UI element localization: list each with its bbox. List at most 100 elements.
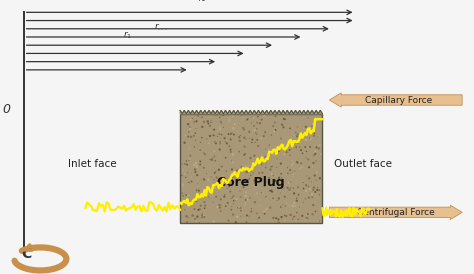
Point (188, 179, 195, 184)
Point (283, 202, 291, 206)
Point (309, 122, 317, 127)
Point (293, 160, 301, 164)
Point (315, 134, 323, 139)
Point (200, 151, 208, 155)
Point (188, 175, 195, 179)
Point (226, 184, 233, 189)
Point (248, 115, 255, 119)
Point (192, 138, 200, 142)
Point (193, 165, 201, 169)
Point (212, 195, 220, 199)
Point (201, 215, 208, 219)
Point (268, 190, 276, 194)
Point (265, 176, 273, 180)
Point (308, 180, 315, 184)
Point (289, 217, 296, 221)
Point (306, 187, 314, 191)
Point (295, 138, 302, 143)
Point (216, 147, 224, 152)
Point (237, 195, 245, 199)
Point (302, 213, 310, 217)
Point (289, 171, 296, 176)
Point (258, 162, 265, 166)
Point (193, 188, 201, 192)
Point (192, 199, 200, 203)
Point (304, 212, 311, 216)
Point (199, 211, 206, 216)
Point (182, 133, 189, 138)
Point (186, 125, 194, 129)
Point (253, 127, 260, 131)
Point (232, 220, 239, 224)
Point (244, 197, 251, 202)
Point (266, 189, 274, 193)
Point (206, 157, 214, 162)
Point (302, 215, 310, 220)
Point (178, 173, 185, 178)
Point (239, 126, 247, 130)
Point (308, 124, 316, 128)
Point (178, 162, 186, 166)
Point (183, 162, 191, 167)
Point (316, 192, 323, 197)
Point (312, 178, 320, 182)
Point (237, 209, 245, 213)
Point (185, 193, 193, 198)
Point (237, 206, 244, 210)
Point (201, 213, 208, 218)
Point (229, 126, 237, 130)
Point (262, 147, 269, 151)
Point (236, 139, 244, 143)
Point (212, 141, 219, 145)
Point (296, 167, 303, 171)
Point (223, 141, 230, 145)
Point (306, 145, 314, 149)
Point (213, 205, 221, 209)
Point (208, 119, 215, 124)
Text: $r_{1}$: $r_{1}$ (123, 30, 133, 41)
Point (266, 167, 274, 172)
Point (221, 179, 228, 184)
Point (181, 162, 189, 166)
Point (227, 132, 235, 136)
Point (278, 183, 285, 187)
Point (185, 147, 193, 151)
Point (314, 135, 322, 139)
Point (205, 121, 212, 126)
Point (212, 169, 219, 174)
Point (243, 213, 251, 218)
Point (263, 161, 270, 165)
Point (278, 122, 285, 127)
Point (198, 215, 206, 219)
Point (222, 169, 230, 173)
Point (200, 120, 208, 124)
Point (221, 192, 228, 197)
Point (269, 179, 277, 183)
Point (252, 130, 260, 135)
Point (302, 156, 310, 160)
Point (286, 148, 293, 152)
Point (219, 173, 227, 178)
Point (197, 148, 204, 152)
Point (235, 122, 243, 127)
Point (275, 149, 283, 153)
Point (206, 124, 214, 128)
Point (262, 165, 269, 170)
Point (281, 117, 289, 121)
Point (280, 187, 288, 191)
Point (270, 129, 278, 133)
Point (228, 131, 236, 136)
Point (245, 214, 253, 218)
Point (293, 199, 301, 203)
Point (291, 214, 298, 219)
Point (300, 126, 308, 130)
Point (300, 200, 307, 204)
Point (198, 136, 206, 140)
Point (259, 190, 267, 195)
Point (316, 188, 323, 192)
Point (211, 112, 219, 117)
Point (278, 176, 285, 180)
Point (311, 209, 319, 214)
Text: Outlet face: Outlet face (334, 159, 392, 169)
Point (187, 135, 195, 139)
